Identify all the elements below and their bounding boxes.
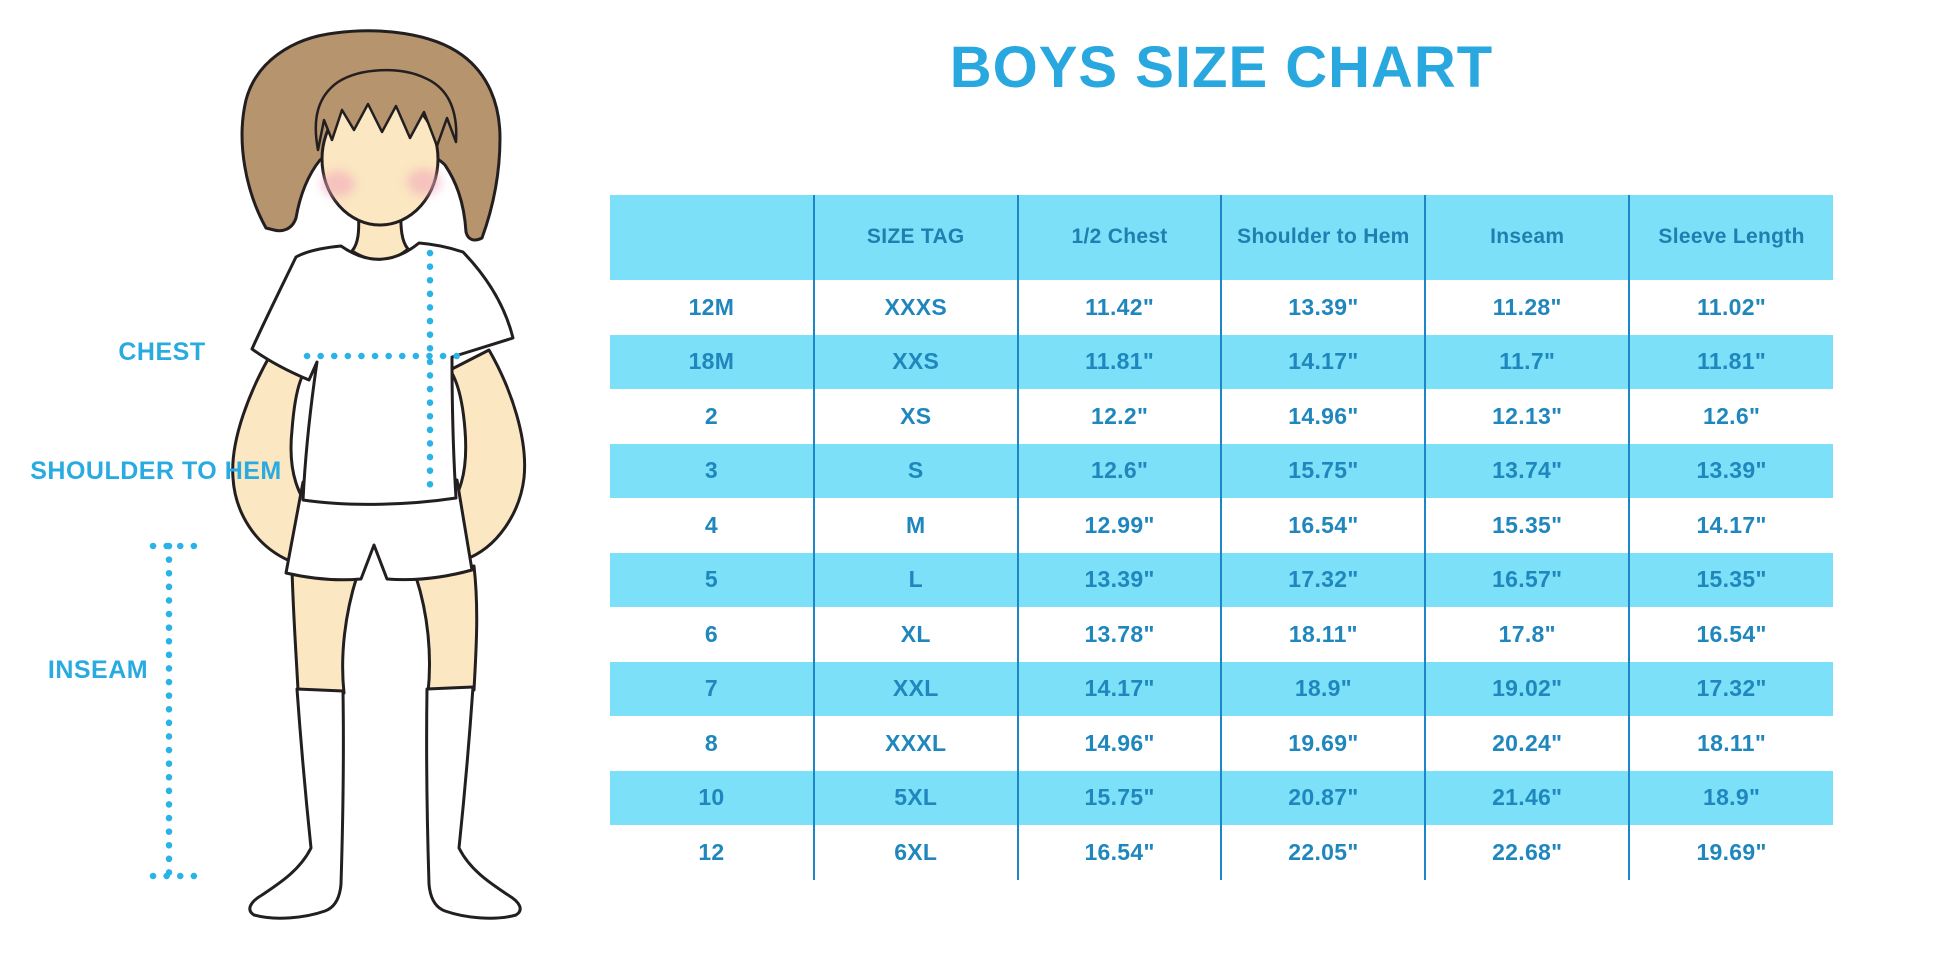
- measure-cell: 21.46": [1425, 770, 1631, 825]
- measure-cell: M: [813, 498, 1019, 553]
- size-cell: 18M: [610, 334, 815, 389]
- measure-cell: 19.69": [1221, 716, 1427, 771]
- measure-cell: 16.54": [1221, 498, 1427, 553]
- measure-cell: 14.96": [1221, 389, 1427, 444]
- table-row: 8 XXXL 14.96" 19.69" 20.24" 18.11": [610, 716, 1833, 771]
- measure-cell: 18.9": [1221, 661, 1427, 716]
- measure-cell: 14.17": [1696, 511, 1767, 538]
- column-header-1-2-chest: 1/2 Chest: [1017, 195, 1223, 280]
- table-row: 3 S 12.6" 15.75" 13.74" 13.39": [610, 443, 1833, 498]
- shorts: [284, 478, 474, 582]
- measure-cell: 18.11": [1221, 607, 1427, 662]
- inseam-label: INSEAM: [47, 656, 149, 684]
- size-cell: 6: [610, 607, 815, 662]
- measure-cell: 12.99": [1017, 498, 1223, 553]
- measure-cell: 16.54": [1017, 825, 1223, 880]
- measure-cell: S: [813, 443, 1019, 498]
- table-row: 4 M 12.99" 16.54" 15.35" 14.17": [610, 498, 1833, 553]
- measure-cell: 12.13": [1425, 389, 1631, 444]
- table-row: 12M XXXS 11.42" 13.39" 11.28" 11.02": [610, 280, 1833, 335]
- right-leg: [414, 564, 479, 695]
- measure-cell: XXL: [813, 661, 1019, 716]
- measure-cell: 13.39": [1221, 280, 1427, 335]
- size-cell: 12M: [610, 280, 815, 335]
- measure-cell: 12.6": [1017, 443, 1223, 498]
- hair-fringe: [314, 68, 458, 152]
- measure-cell: 6XL: [813, 825, 1019, 880]
- size-cell: 8: [610, 716, 815, 771]
- measure-cell: 15.35": [1425, 498, 1631, 553]
- table-row: 5 L 13.39" 17.32" 16.57" 15.35": [610, 552, 1833, 607]
- measure-cell: XXXL: [813, 716, 1019, 771]
- measure-cell: 22.68": [1425, 825, 1631, 880]
- right-sock: [425, 685, 522, 920]
- measure-cell: 17.32": [1221, 552, 1427, 607]
- measure-cell: XL: [813, 607, 1019, 662]
- table-row: 7 XXL 14.17" 18.9" 19.02" 17.32": [610, 661, 1833, 716]
- size-cell: 10: [610, 770, 815, 825]
- measure-cell: 14.17": [1017, 661, 1223, 716]
- measure-cell: 11.42": [1017, 280, 1223, 335]
- measure-cell: 18.11": [1697, 729, 1767, 756]
- tshirt: [250, 241, 515, 506]
- size-table: SIZE TAG 1/2 Chest Shoulder to Hem Inseam Sl…: [610, 195, 1833, 880]
- measure-cell: 16.54": [1696, 620, 1767, 647]
- right-cheek: [407, 169, 441, 195]
- size-cell: 7: [610, 661, 815, 716]
- column-header-shoulder-to-hem: Shoulder to Hem: [1221, 195, 1427, 280]
- measure-cell: 13.74": [1425, 443, 1631, 498]
- measure-cell: 11.81": [1017, 334, 1223, 389]
- size-cell: 3: [610, 443, 815, 498]
- measure-cell: XXS: [813, 334, 1019, 389]
- measure-cell: 11.28": [1425, 280, 1631, 335]
- measure-cell: 13.39": [1017, 552, 1223, 607]
- measure-cell: 16.57": [1425, 552, 1631, 607]
- measure-cell: 12.6": [1702, 402, 1761, 429]
- measure-cell: 12.2": [1017, 389, 1223, 444]
- measure-cell: 5XL: [813, 770, 1019, 825]
- measure-cell: 17.8": [1425, 607, 1631, 662]
- measure-cell: 13.78": [1017, 607, 1223, 662]
- left-cheek: [321, 171, 355, 197]
- measure-cell: 22.05": [1221, 825, 1427, 880]
- boy-illustration: [149, 29, 527, 920]
- measure-cell: 20.87": [1221, 770, 1427, 825]
- shoulder-to-hem-label: SHOULDER TO HEM: [30, 457, 282, 485]
- measure-cell: 13.39": [1629, 443, 1833, 498]
- measure-cell: XS: [813, 389, 1019, 444]
- measure-cell: 14.96": [1017, 716, 1223, 771]
- measure-cell: 14.17": [1221, 334, 1427, 389]
- measure-cell: L: [813, 552, 1019, 607]
- chest-label: CHEST: [118, 338, 206, 366]
- table-row: 10 5XL 15.75" 20.87" 21.46" 18.9": [610, 770, 1833, 825]
- measure-cell: 11.7": [1425, 334, 1631, 389]
- measure-cell: 19.69": [1696, 838, 1767, 865]
- measure-cell: 15.75": [1221, 443, 1427, 498]
- measure-cell: 19.02": [1425, 661, 1631, 716]
- table-row: 18M XXS 11.81" 14.17" 11.7" 11.81": [610, 334, 1833, 389]
- corner-header-cell: [610, 195, 815, 280]
- measure-cell: 17.32": [1629, 661, 1833, 716]
- left-leg: [290, 566, 359, 695]
- measure-cell: 11.02": [1697, 293, 1767, 320]
- column-header-inseam: Inseam: [1425, 195, 1631, 280]
- size-cell: 12: [610, 825, 815, 880]
- page-title: BOYS SIZE CHART: [949, 35, 1494, 100]
- table-row: 6 XL 13.78" 18.11" 17.8" 16.54": [610, 607, 1833, 662]
- measure-cell: 15.35": [1629, 552, 1833, 607]
- header-row: SIZE TAG 1/2 Chest Shoulder to Hem Inseam Sl…: [610, 195, 1833, 280]
- measure-cell: 20.24": [1425, 716, 1631, 771]
- size-cell: 5: [610, 552, 815, 607]
- measure-cell: XXXS: [813, 280, 1019, 335]
- measure-cell: 15.75": [1017, 770, 1223, 825]
- left-sock: [248, 687, 345, 920]
- table-row: 2 XS 12.2" 14.96" 12.13" 12.6": [610, 389, 1833, 444]
- table-row: 12 6XL 16.54" 22.05" 22.68" 19.69": [610, 825, 1833, 880]
- column-header-sleeve-length: Sleeve Length: [1629, 195, 1833, 280]
- size-cell: 4: [610, 498, 815, 553]
- measure-cell: 11.81": [1629, 334, 1833, 389]
- column-header-size-tag: SIZE TAG: [813, 195, 1019, 280]
- measure-cell: 18.9": [1629, 770, 1833, 825]
- size-cell: 2: [610, 389, 815, 444]
